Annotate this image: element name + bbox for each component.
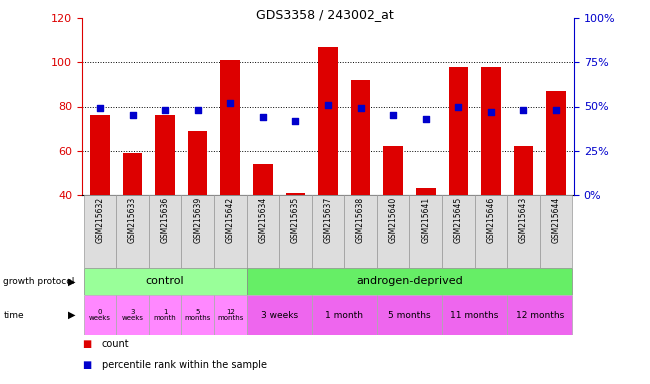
Point bbox=[290, 118, 300, 124]
Text: 0
weeks: 0 weeks bbox=[89, 308, 111, 321]
Point bbox=[323, 102, 333, 108]
Bar bbox=[507, 195, 540, 268]
Bar bbox=[442, 195, 474, 268]
Bar bbox=[253, 164, 272, 195]
Point bbox=[356, 105, 366, 111]
Bar bbox=[540, 195, 573, 268]
Text: GSM215638: GSM215638 bbox=[356, 197, 365, 243]
Bar bbox=[377, 195, 410, 268]
Bar bbox=[442, 295, 507, 335]
Text: 3 weeks: 3 weeks bbox=[261, 311, 298, 319]
Text: GSM215643: GSM215643 bbox=[519, 197, 528, 243]
Bar bbox=[188, 131, 207, 195]
Text: GSM215641: GSM215641 bbox=[421, 197, 430, 243]
Bar bbox=[149, 195, 181, 268]
Point bbox=[518, 107, 528, 113]
Bar bbox=[416, 189, 436, 195]
Bar bbox=[155, 115, 175, 195]
Text: 1 month: 1 month bbox=[325, 311, 363, 319]
Text: GSM215635: GSM215635 bbox=[291, 197, 300, 243]
Text: 5 months: 5 months bbox=[388, 311, 431, 319]
Bar bbox=[214, 295, 246, 335]
Text: control: control bbox=[146, 276, 185, 286]
Text: 12
months: 12 months bbox=[217, 308, 244, 321]
Text: ▶: ▶ bbox=[68, 310, 75, 320]
Text: ■: ■ bbox=[82, 360, 91, 370]
Text: androgen-deprived: androgen-deprived bbox=[356, 276, 463, 286]
Text: 11 months: 11 months bbox=[450, 311, 499, 319]
Bar bbox=[84, 195, 116, 268]
Text: GSM215640: GSM215640 bbox=[389, 197, 398, 243]
Text: GSM215632: GSM215632 bbox=[96, 197, 105, 243]
Bar bbox=[279, 195, 312, 268]
Bar bbox=[285, 193, 306, 195]
Bar bbox=[123, 153, 142, 195]
Bar bbox=[116, 295, 149, 335]
Bar bbox=[246, 268, 573, 295]
Bar bbox=[116, 195, 149, 268]
Bar bbox=[312, 195, 344, 268]
Bar bbox=[149, 295, 181, 335]
Bar bbox=[351, 80, 370, 195]
Text: count: count bbox=[101, 339, 129, 349]
Text: GSM215644: GSM215644 bbox=[552, 197, 560, 243]
Point bbox=[225, 100, 235, 106]
Bar bbox=[410, 195, 442, 268]
Bar bbox=[246, 295, 312, 335]
Text: GSM215636: GSM215636 bbox=[161, 197, 170, 243]
Text: 5
months: 5 months bbox=[185, 308, 211, 321]
Bar bbox=[84, 295, 116, 335]
Bar bbox=[507, 295, 573, 335]
Bar bbox=[90, 115, 110, 195]
Point bbox=[551, 107, 562, 113]
Bar bbox=[344, 195, 377, 268]
Bar bbox=[514, 146, 533, 195]
Text: 12 months: 12 months bbox=[515, 311, 564, 319]
Point bbox=[421, 116, 431, 122]
Text: 3
weeks: 3 weeks bbox=[122, 308, 144, 321]
Bar bbox=[220, 60, 240, 195]
Text: time: time bbox=[3, 311, 24, 319]
Text: GSM215645: GSM215645 bbox=[454, 197, 463, 243]
Text: GSM215639: GSM215639 bbox=[193, 197, 202, 243]
Point bbox=[160, 107, 170, 113]
Bar bbox=[246, 195, 279, 268]
Text: ▶: ▶ bbox=[68, 276, 75, 286]
Point bbox=[486, 109, 496, 115]
Bar bbox=[377, 295, 442, 335]
Bar bbox=[181, 195, 214, 268]
Point bbox=[257, 114, 268, 120]
Point bbox=[95, 105, 105, 111]
Bar bbox=[181, 295, 214, 335]
Point bbox=[453, 103, 463, 109]
Text: GSM215646: GSM215646 bbox=[486, 197, 495, 243]
Point bbox=[388, 112, 398, 118]
Bar bbox=[474, 195, 507, 268]
Text: GSM215633: GSM215633 bbox=[128, 197, 137, 243]
Text: GSM215642: GSM215642 bbox=[226, 197, 235, 243]
Text: GSM215634: GSM215634 bbox=[258, 197, 267, 243]
Text: growth protocol: growth protocol bbox=[3, 277, 75, 286]
Point bbox=[127, 112, 138, 118]
Text: 1
month: 1 month bbox=[153, 308, 176, 321]
Bar bbox=[318, 47, 338, 195]
Text: GDS3358 / 243002_at: GDS3358 / 243002_at bbox=[256, 8, 394, 21]
Point bbox=[192, 107, 203, 113]
Bar bbox=[384, 146, 403, 195]
Bar bbox=[214, 195, 246, 268]
Text: ■: ■ bbox=[82, 339, 91, 349]
Bar bbox=[546, 91, 566, 195]
Bar bbox=[312, 295, 377, 335]
Text: percentile rank within the sample: percentile rank within the sample bbox=[101, 360, 266, 370]
Bar bbox=[448, 67, 468, 195]
Bar bbox=[481, 67, 500, 195]
Bar bbox=[84, 268, 246, 295]
Text: GSM215637: GSM215637 bbox=[324, 197, 333, 243]
